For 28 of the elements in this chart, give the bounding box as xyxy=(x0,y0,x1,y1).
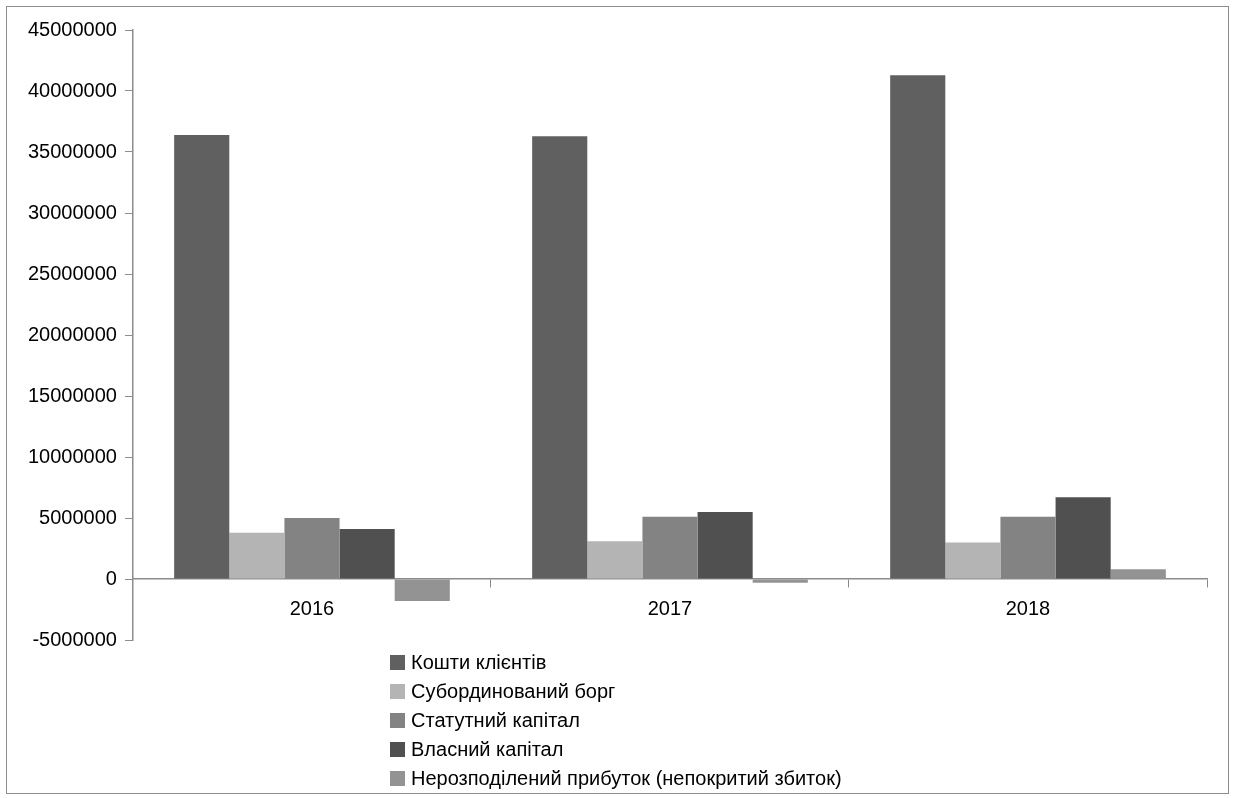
bar xyxy=(697,511,753,579)
x-tick-label: 2018 xyxy=(1005,596,1051,619)
y-tick-label: 25000000 xyxy=(28,261,117,284)
bar xyxy=(339,528,395,579)
bar xyxy=(174,134,230,579)
y-tick-label: 35000000 xyxy=(28,139,117,162)
legend-label: Нерозподілений прибуток (непокритий збиток) xyxy=(411,766,842,791)
y-tick-label: -5000000 xyxy=(32,627,117,650)
bar xyxy=(1055,497,1111,579)
y-tick-label: 15000000 xyxy=(28,383,117,406)
bar xyxy=(945,542,1001,579)
bar xyxy=(532,136,588,579)
y-tick-label: 30000000 xyxy=(28,200,117,223)
y-tick-label: 5000000 xyxy=(39,505,117,528)
bar xyxy=(229,532,285,579)
y-tick-label: 20000000 xyxy=(28,322,117,345)
bar xyxy=(587,541,643,579)
legend-label: Статутний капітал xyxy=(411,708,580,733)
y-tick-label: 40000000 xyxy=(28,78,117,101)
y-tick-label: 0 xyxy=(105,566,117,589)
y-tick-label: 45000000 xyxy=(28,17,117,40)
legend-label: Кошти клієнтів xyxy=(411,650,547,675)
y-tick-label: 10000000 xyxy=(28,444,117,467)
x-tick-label: 2016 xyxy=(289,596,335,619)
bar xyxy=(890,75,946,579)
legend-label: Власний капітал xyxy=(411,737,564,762)
x-tick-label: 2017 xyxy=(647,596,693,619)
legend-label: Субординований борг xyxy=(411,679,616,704)
